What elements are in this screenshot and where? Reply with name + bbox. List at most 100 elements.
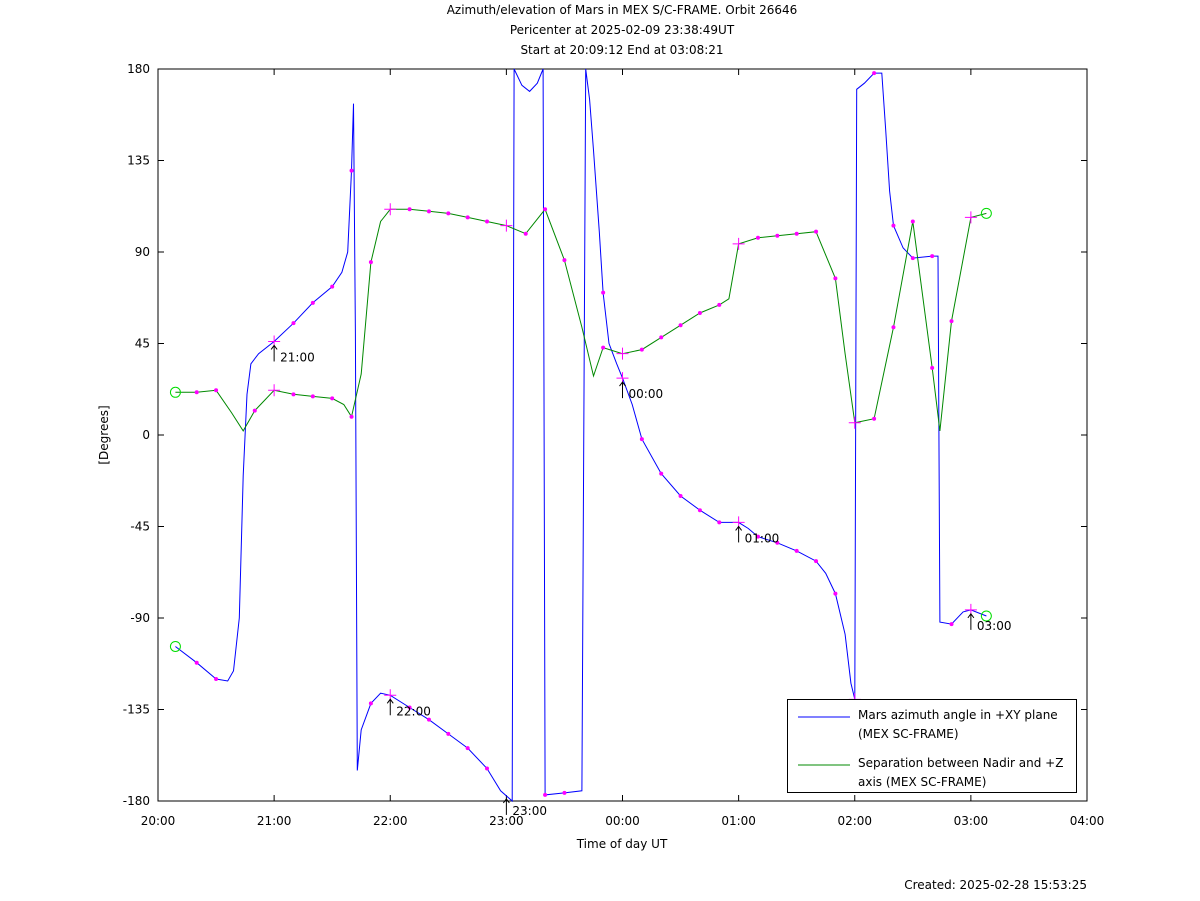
series-line: [175, 208, 987, 432]
annotation-arrow-head: [502, 798, 510, 804]
legend-entry: Mars azimuth angle in +XY plane (MEX SC-…: [798, 706, 1068, 744]
point-marker: [930, 365, 935, 370]
point-marker: [407, 705, 412, 710]
y-tick-label: -180: [123, 794, 150, 808]
point-marker: [252, 408, 257, 413]
point-marker: [543, 207, 548, 212]
endpoint-marker: [169, 386, 181, 398]
point-marker: [833, 591, 838, 596]
point-marker: [717, 520, 722, 525]
point-marker: [891, 223, 896, 228]
x-tick-label: 03:00: [954, 814, 989, 828]
point-marker: [446, 731, 451, 736]
x-axis-label: Time of day UT: [576, 837, 668, 851]
legend-swatch: [798, 716, 850, 718]
x-tick-label: 01:00: [721, 814, 756, 828]
point-marker: [910, 256, 915, 261]
y-tick-label: -135: [123, 703, 150, 717]
point-marker: [717, 302, 722, 307]
point-marker: [194, 660, 199, 665]
point-marker: [601, 345, 606, 350]
annotation-arrow-head: [619, 381, 626, 387]
x-tick-label: 04:00: [1070, 814, 1105, 828]
legend-entry: Separation between Nadir and +Z axis (ME…: [798, 754, 1068, 792]
hour-marker: [384, 203, 397, 216]
chart-title: Azimuth/elevation of Mars in MEX S/C-FRA…: [447, 3, 798, 17]
endpoint-marker: [980, 610, 992, 622]
point-marker: [872, 416, 877, 421]
y-tick-label: -90: [130, 611, 150, 625]
point-marker: [330, 396, 335, 401]
annotation: 00:00: [629, 387, 664, 401]
hour-marker: [732, 237, 745, 250]
point-marker: [485, 219, 490, 224]
series-line: [175, 68, 987, 803]
point-marker: [794, 231, 799, 236]
x-tick-label: 02:00: [837, 814, 872, 828]
point-marker: [407, 207, 412, 212]
point-marker: [214, 677, 219, 681]
annotation: 03:00: [977, 619, 1012, 633]
point-marker: [291, 321, 296, 326]
x-tick-label: 00:00: [605, 814, 640, 828]
point-marker: [639, 437, 644, 442]
point-marker: [368, 260, 373, 265]
point-marker: [949, 622, 954, 627]
point-marker: [349, 414, 354, 419]
point-marker: [465, 215, 470, 220]
point-marker: [697, 311, 702, 315]
y-tick-label: 135: [127, 154, 150, 168]
annotation-arrow-head: [386, 698, 394, 704]
point-marker: [465, 746, 470, 751]
point-marker: [659, 471, 664, 476]
point-marker: [291, 392, 296, 397]
point-marker: [659, 335, 664, 340]
point-marker: [930, 254, 935, 259]
point-marker: [639, 347, 644, 352]
y-tick-label: -45: [130, 520, 150, 534]
point-marker: [814, 229, 819, 234]
point-marker: [755, 235, 760, 240]
point-marker: [755, 534, 760, 539]
point-marker: [775, 233, 780, 238]
annotation: 22:00: [396, 704, 431, 718]
annotation: 23:00: [512, 804, 547, 818]
endpoint-marker: [169, 640, 181, 652]
point-marker: [794, 548, 799, 553]
point-marker: [562, 258, 567, 263]
x-tick-label: 23:00: [489, 814, 524, 828]
point-marker: [910, 219, 915, 224]
hour-marker: [500, 219, 513, 232]
point-marker: [833, 276, 838, 281]
annotation: 01:00: [745, 531, 780, 545]
point-marker: [485, 766, 490, 771]
y-tick-label: 45: [135, 337, 150, 351]
y-tick-label: 0: [142, 428, 150, 442]
legend: Mars azimuth angle in +XY plane (MEX SC-…: [787, 699, 1077, 793]
point-marker: [697, 508, 702, 513]
point-marker: [523, 231, 528, 236]
chart-subtitle: Pericenter at 2025-02-09 23:38:49UT: [510, 23, 735, 37]
point-marker: [330, 284, 335, 289]
legend-swatch: [798, 764, 850, 766]
point-marker: [426, 209, 431, 214]
point-marker: [562, 790, 567, 795]
point-marker: [678, 494, 683, 498]
point-marker: [349, 168, 354, 173]
point-marker: [214, 388, 219, 393]
point-marker: [310, 300, 315, 305]
annotation-arrow-head: [270, 344, 278, 350]
point-marker: [601, 290, 606, 295]
plot-frame: [157, 68, 1088, 802]
y-tick-label: 90: [135, 245, 150, 259]
point-marker: [678, 323, 683, 328]
point-marker: [775, 540, 780, 545]
hour-marker: [268, 384, 281, 397]
endpoint-marker: [980, 207, 992, 219]
point-marker: [949, 319, 954, 324]
annotation: 21:00: [280, 350, 315, 364]
annotation-arrow-head: [735, 525, 743, 531]
annotation-arrow-head: [967, 613, 975, 619]
